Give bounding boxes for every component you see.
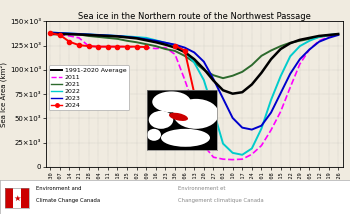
Text: Climate Change Canada: Climate Change Canada	[36, 198, 100, 203]
Ellipse shape	[147, 129, 161, 141]
Text: Environment and: Environment and	[36, 186, 82, 191]
X-axis label: Date (Month/Day): Date (Month/Day)	[160, 188, 229, 197]
Bar	[5, 188, 29, 208]
Ellipse shape	[161, 129, 210, 147]
Title: Sea ice in the Northern route of the Northwest Passage: Sea ice in the Northern route of the Nor…	[78, 12, 311, 21]
Ellipse shape	[169, 113, 188, 121]
Legend: 1991-2020 Average, 2011, 2021, 2022, 2023, 2024: 1991-2020 Average, 2011, 2021, 2022, 202…	[49, 65, 129, 110]
Bar	[13, 188, 21, 208]
Ellipse shape	[173, 99, 219, 129]
Text: Changement climatique Canada: Changement climatique Canada	[178, 198, 264, 203]
Text: ★: ★	[13, 193, 21, 202]
Y-axis label: Sea Ice Area (km²): Sea Ice Area (km²)	[0, 62, 7, 127]
Ellipse shape	[149, 111, 173, 129]
Bar	[21, 188, 29, 208]
Text: Environnement et: Environnement et	[178, 186, 225, 191]
Bar	[5, 188, 13, 208]
Ellipse shape	[152, 91, 191, 112]
